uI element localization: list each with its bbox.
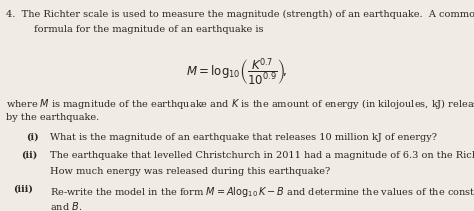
Text: (ii): (ii) — [21, 151, 37, 160]
Text: where $M$ is magnitude of the earthquake and $K$ is the amount of energy (in kil: where $M$ is magnitude of the earthquake… — [6, 97, 474, 111]
Text: The earthquake that levelled Christchurch in 2011 had a magnitude of 6.3 on the : The earthquake that levelled Christchurc… — [50, 151, 474, 160]
Text: 4.  The Richter scale is used to measure the magnitude (strength) of an earthqua: 4. The Richter scale is used to measure … — [6, 9, 474, 19]
Text: by the earthquake.: by the earthquake. — [6, 113, 99, 122]
Text: and $B$.: and $B$. — [50, 200, 82, 211]
Text: Re-write the model in the form $M = A\log_{10} K - B$ and determine the values o: Re-write the model in the form $M = A\lo… — [50, 185, 474, 199]
Text: formula for the magnitude of an earthquake is: formula for the magnitude of an earthqua… — [34, 25, 264, 34]
Text: $M = \log_{10}\!\left(\dfrac{K^{0.7}}{10^{0.9}}\right)\!,$: $M = \log_{10}\!\left(\dfrac{K^{0.7}}{10… — [186, 57, 288, 88]
Text: (iii): (iii) — [13, 185, 33, 194]
Text: How much energy was released during this earthquake?: How much energy was released during this… — [50, 167, 330, 176]
Text: (i): (i) — [26, 133, 39, 142]
Text: What is the magnitude of an earthquake that releases 10 million kJ of energy?: What is the magnitude of an earthquake t… — [50, 133, 437, 142]
